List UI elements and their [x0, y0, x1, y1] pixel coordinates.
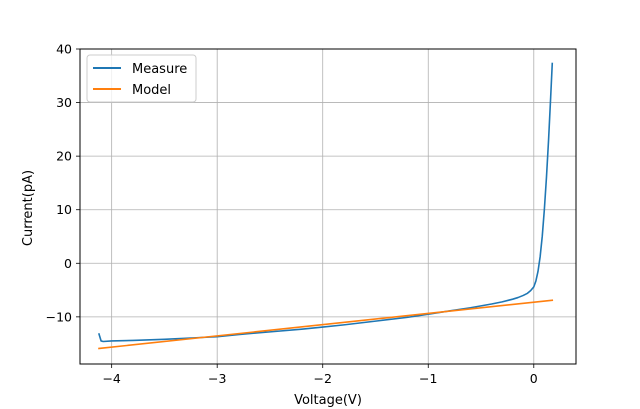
plot-frame: [79, 48, 577, 365]
x-tick-label: −2: [314, 371, 332, 386]
series-line-measure: [98, 62, 554, 343]
x-tick-label: −3: [208, 371, 226, 386]
plot-lines: [98, 62, 554, 350]
y-tick-label: 0: [64, 256, 72, 271]
legend-label-measure: Measure: [132, 62, 187, 77]
y-tick-label: 30: [56, 95, 72, 110]
y-tick-label: 20: [56, 149, 72, 164]
y-tick-label: −10: [46, 309, 72, 324]
legend-label-model: Model: [132, 83, 171, 98]
x-tick-label: 0: [530, 371, 538, 386]
legend-frame: [86, 54, 197, 103]
x-tick-label: −4: [102, 371, 120, 386]
legend: Measure Model: [86, 54, 197, 103]
y-axis-label: Current(pA): [21, 170, 36, 246]
series-line-model: [98, 299, 554, 350]
y-tick-label: 10: [56, 202, 72, 217]
x-axis-label: Voltage(V): [294, 393, 362, 408]
y-tick-label: 40: [56, 42, 72, 57]
x-tick-label: −1: [419, 371, 437, 386]
